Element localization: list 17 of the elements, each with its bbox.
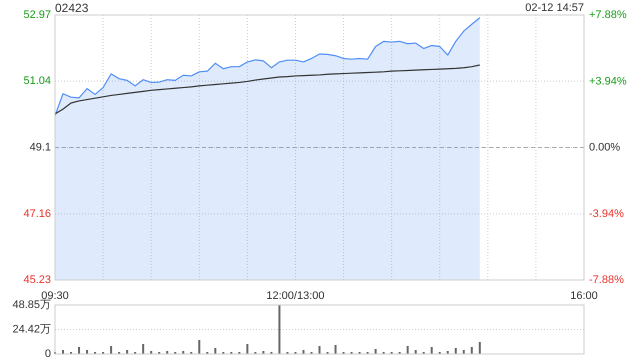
y2-tick-label: 0.00%: [589, 142, 620, 154]
y2-tick-label: -7.88%: [589, 274, 624, 286]
y-tick-label: 24.42万: [12, 324, 51, 336]
y-tick-label: 51.04: [23, 75, 51, 88]
y2-tick-label: +7.88%: [589, 9, 627, 21]
text: 02-12 14:57: [525, 2, 584, 14]
y-tick-label: 49.1: [30, 142, 51, 154]
chart-title: 02423: [55, 1, 89, 15]
y2-tick-label: -3.94%: [589, 208, 624, 220]
y-tick-label: 47.16: [23, 208, 51, 220]
y-tick-label: 48.85万: [12, 299, 51, 311]
y-tick-label: 52.97: [23, 9, 51, 21]
y-tick-label: 0: [44, 348, 51, 360]
x-tick-label: 12:00/13:00: [266, 290, 325, 302]
y2-tick-label: +3.94%: [589, 75, 627, 88]
x-tick-label: 16:00: [570, 290, 598, 302]
y-tick-label: 45.23: [23, 274, 51, 286]
